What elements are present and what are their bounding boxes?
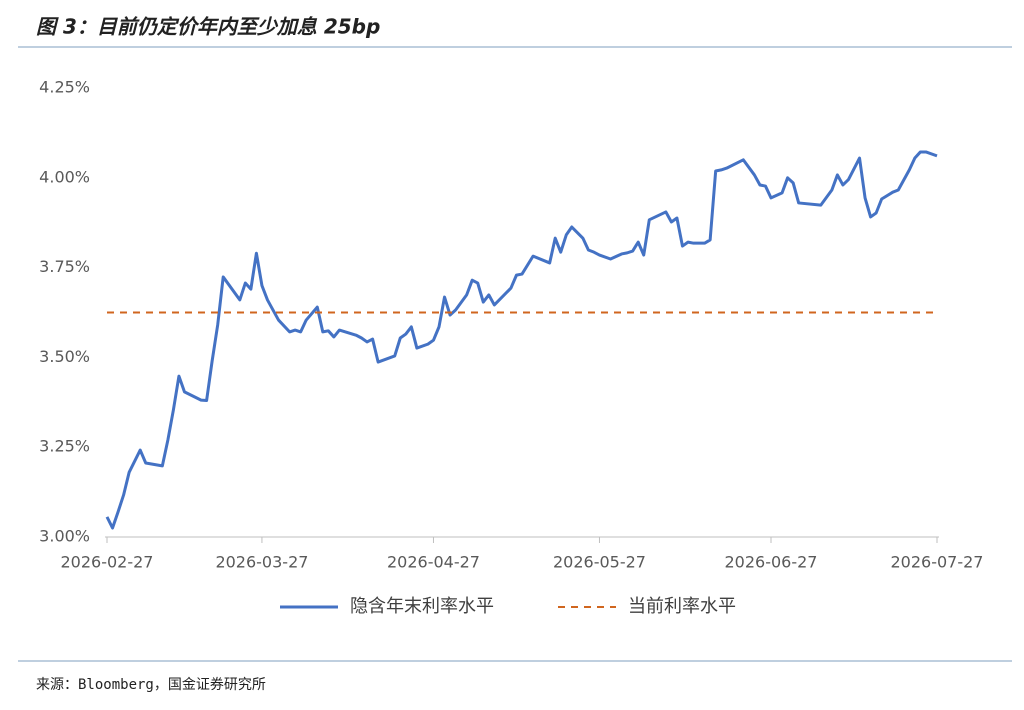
y-tick-label: 4.00% [39,167,90,186]
legend-label: 隐含年末利率水平 [350,596,494,617]
y-tick-label: 4.25% [39,78,90,97]
x-tick-label: 2026-04-27 [387,553,480,572]
data-line [105,150,938,530]
legend-label: 当前利率水平 [628,596,736,617]
x-tick-label: 2026-06-27 [725,553,818,572]
y-tick-label: 3.75% [39,257,90,276]
y-tick-label: 3.00% [39,527,90,546]
x-tick-label: 2026-05-27 [553,553,646,572]
x-tick-label: 2026-02-27 [61,553,154,572]
x-tick-label: 2026-07-27 [891,553,984,572]
chart-title: 图 3：目前仍定价年内至少加息 25bp [36,15,380,39]
y-tick-label: 3.50% [39,347,90,366]
y-tick-label: 3.25% [39,437,90,456]
source-note: 来源：Bloomberg，国金证券研究所 [36,677,266,693]
x-tick-label: 2026-03-27 [215,553,308,572]
